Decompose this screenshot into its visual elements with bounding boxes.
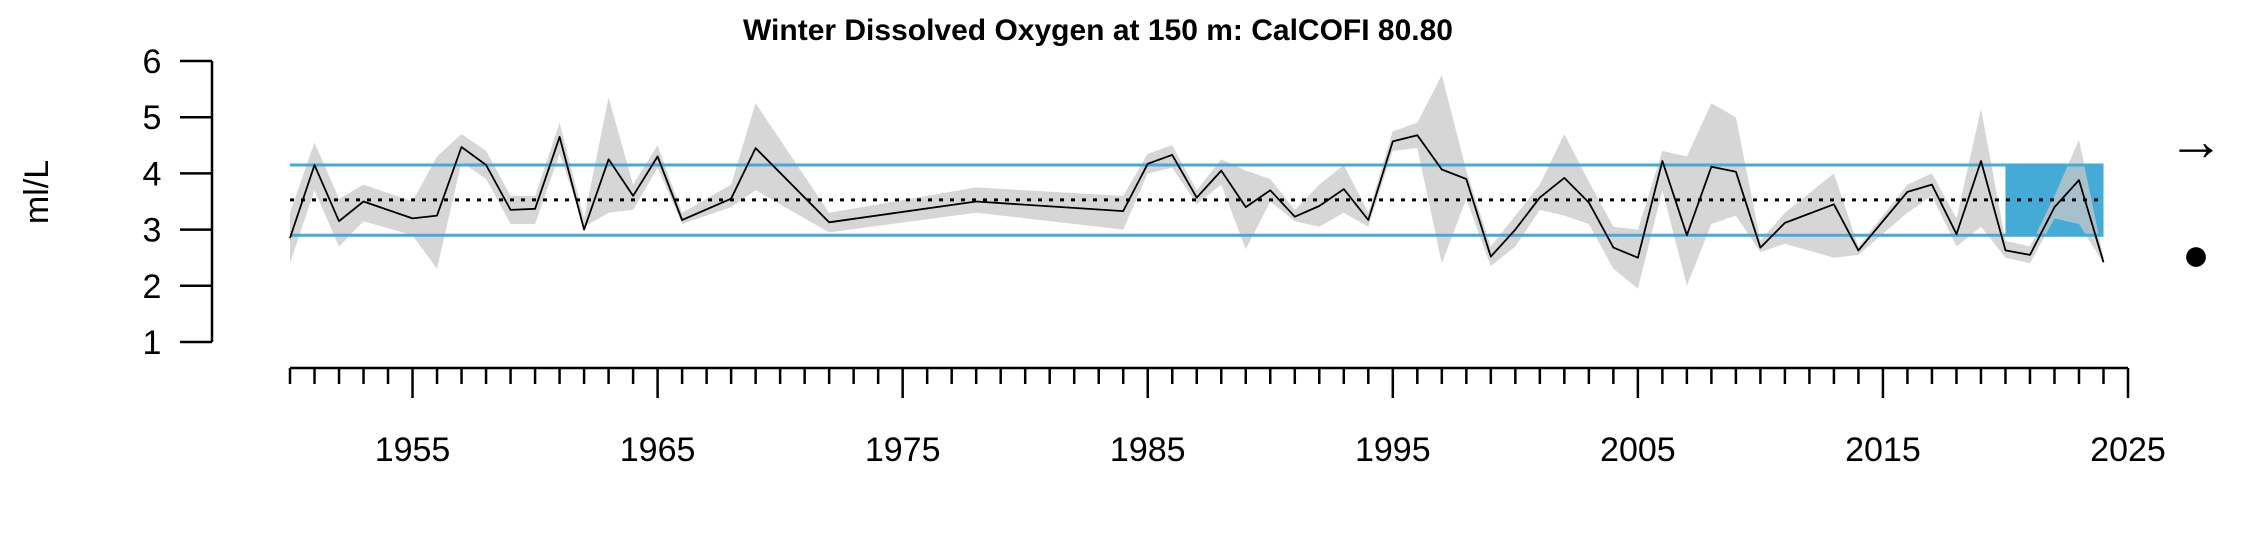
series-line [289, 134, 2105, 263]
x-tick-label: 2005 [1600, 431, 1676, 469]
chart-title: Winter Dissolved Oxygen at 150 m: CalCOF… [743, 14, 1453, 47]
x-tick-label: 1965 [620, 431, 696, 469]
x-tick-label: 1975 [865, 431, 941, 469]
series-layer [289, 134, 2105, 263]
y-tick-label: 5 [143, 99, 162, 137]
plot-area [289, 75, 2105, 289]
y-tick-label: 1 [143, 324, 162, 362]
x-tick-label: 1985 [1110, 431, 1186, 469]
mean-dot-indicator: ● [2182, 228, 2210, 280]
x-tick-label: 1955 [375, 431, 451, 469]
reference-lines-layer [290, 163, 2104, 237]
y-tick-label: 4 [143, 155, 162, 193]
y-axis: 1 2 3 4 5 6 [143, 43, 214, 362]
x-tick-label: 1995 [1355, 431, 1431, 469]
confidence-band [290, 75, 2104, 289]
x-tick-label: 2025 [2090, 431, 2166, 469]
x-tick-label: 2015 [1845, 431, 1921, 469]
trend-arrow-indicator: → [2168, 109, 2224, 172]
x-axis: 1955 1965 1975 1985 1995 2005 2015 2025 [288, 366, 2166, 469]
y-axis-label: ml/L [18, 160, 56, 224]
y-tick-label: 2 [143, 268, 162, 306]
y-tick-label: 6 [143, 43, 162, 81]
y-tick-label: 3 [143, 212, 162, 250]
confidence-band-layer [290, 75, 2104, 289]
